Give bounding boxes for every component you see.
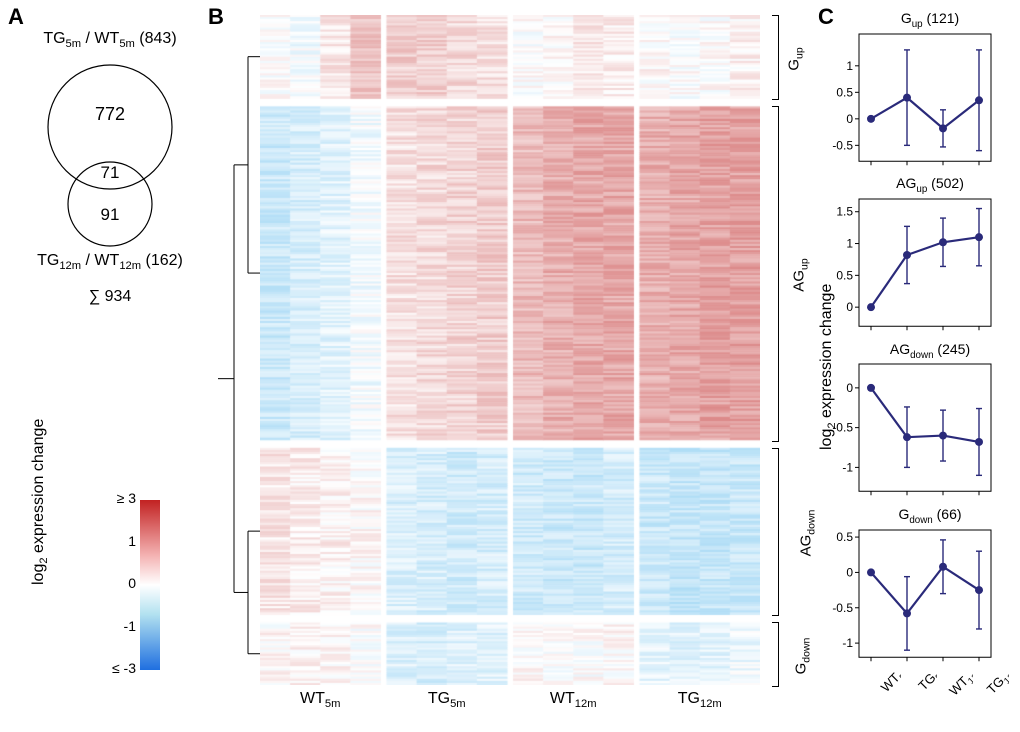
colorbar-ticks: ≥ 310-1≤ -3 [100, 498, 136, 672]
figure-root: A B C TG5m / WT5m (843) 772 71 91 TG12m … [0, 0, 1020, 732]
heatmap-column-labels: WT5mTG5mWT12mTG12m [260, 690, 760, 720]
svg-text:0.5: 0.5 [836, 85, 853, 99]
svg-text:0: 0 [846, 300, 853, 314]
svg-text:0: 0 [846, 565, 853, 579]
lineplot-title: Gdown (66) [855, 506, 1005, 526]
heatmap [260, 15, 760, 685]
panelC-yaxis-label: log2 expression change [818, 284, 838, 450]
svg-text:-0.5: -0.5 [832, 600, 853, 614]
colorbar [140, 500, 160, 670]
heatmap-cluster-labels: GupAGupAGdownGdown [770, 15, 810, 685]
svg-text:0: 0 [846, 381, 853, 395]
svg-text:1: 1 [846, 59, 853, 73]
svg-text:-0.5: -0.5 [832, 138, 853, 152]
svg-text:0.5: 0.5 [836, 530, 853, 544]
svg-text:1: 1 [846, 237, 853, 251]
lineplot-title: AGup (502) [855, 175, 1005, 195]
lineplot-title: Gup (121) [855, 10, 1005, 30]
venn-diagram: TG5m / WT5m (843) 772 71 91 TG12m / WT12… [20, 30, 200, 330]
svg-text:-1: -1 [842, 461, 853, 475]
svg-text:0: 0 [846, 112, 853, 126]
colorbar-title: log2 expression change [30, 419, 50, 585]
venn-set1-only: 772 [95, 104, 125, 124]
dendrogram [210, 15, 260, 685]
venn-set2-only: 91 [101, 205, 120, 224]
lineplot-title: AGdown (245) [855, 341, 1005, 361]
svg-text:-1: -1 [842, 636, 853, 650]
line-plots: Gup (121) -0.5 0 0.5 1 AGup (502) 0 0.5 1 1.5 AGdo… [830, 10, 1010, 720]
venn-top-label: TG5m / WT5m (843) [20, 30, 200, 50]
panel-label-A: A [8, 4, 24, 30]
venn-sum: ∑ 934 [20, 288, 200, 306]
venn-bottom-label: TG12m / WT12m (162) [20, 252, 200, 272]
svg-text:0.5: 0.5 [836, 268, 853, 282]
venn-intersection: 71 [101, 163, 120, 182]
svg-text:1.5: 1.5 [836, 205, 853, 219]
